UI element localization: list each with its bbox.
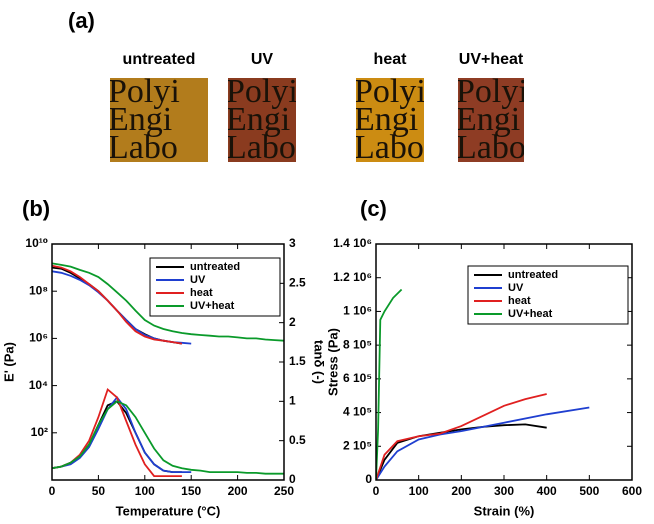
y-tick-label: 6 10⁵ [343, 371, 372, 385]
y-tick-label: 8 10⁵ [343, 337, 372, 351]
x-tick-label: 100 [135, 484, 155, 498]
figure: (a) untreated PolyiEngiLabo UV PolyiEngiLab… [0, 0, 654, 524]
x-tick-label: 600 [622, 484, 642, 498]
series-line [376, 408, 589, 481]
photo-text: Labo [226, 129, 296, 166]
y-tick-label: 10¹⁰ [25, 236, 48, 250]
y-tick-label: 1.4 10⁶ [333, 236, 372, 250]
sample-label: UV [251, 51, 274, 68]
y2-tick-label: 2.5 [289, 276, 306, 290]
y-tick-label: 1 10⁶ [343, 304, 372, 318]
y-tick-label: 10⁸ [29, 283, 48, 297]
series-line [376, 394, 547, 480]
sample-label: heat [374, 51, 408, 68]
x-tick-label: 0 [373, 484, 380, 498]
series-line [52, 401, 284, 473]
legend-label: UV [190, 274, 206, 286]
legend-label: UV [508, 282, 524, 294]
x-axis-label: Temperature (°C) [116, 503, 221, 518]
panel-label: (c) [360, 196, 387, 221]
y2-tick-label: 1 [289, 394, 296, 408]
y-tick-label: 2 10⁵ [343, 438, 372, 452]
x-tick-label: 250 [274, 484, 294, 498]
x-tick-label: 200 [228, 484, 248, 498]
x-axis-label: Strain (%) [474, 503, 535, 518]
panel-label: (a) [68, 8, 95, 33]
x-tick-label: 400 [537, 484, 557, 498]
y-tick-label: 10² [31, 425, 48, 439]
x-tick-label: 100 [409, 484, 429, 498]
y2-tick-label: 3 [289, 236, 296, 250]
y-tick-label: 10⁴ [29, 378, 48, 392]
legend-label: UV+heat [508, 308, 553, 320]
y2-tick-label: 2 [289, 315, 296, 329]
legend-label: untreated [190, 261, 240, 273]
legend-label: heat [508, 295, 531, 307]
sample-label: UV+heat [459, 51, 524, 68]
x-tick-label: 200 [451, 484, 471, 498]
y-axis-label: E' (Pa) [1, 342, 16, 382]
legend-label: heat [190, 287, 213, 299]
photo-text: Labo [354, 129, 424, 166]
x-tick-label: 150 [181, 484, 201, 498]
x-tick-label: 50 [92, 484, 106, 498]
x-tick-label: 300 [494, 484, 514, 498]
x-tick-label: 500 [579, 484, 599, 498]
y2-tick-label: 0 [289, 472, 296, 486]
y2-tick-label: 0.5 [289, 433, 306, 447]
legend-label: untreated [508, 269, 558, 281]
legend-label: UV+heat [190, 300, 235, 312]
series-line [376, 424, 547, 480]
y2-tick-label: 1.5 [289, 354, 306, 368]
photo-text: Labo [108, 129, 178, 166]
y-axis-label: Stress (Pa) [325, 328, 340, 396]
y-tick-label: 10⁶ [29, 331, 48, 345]
y-tick-label: 0 [365, 472, 372, 486]
x-tick-label: 0 [49, 484, 56, 498]
y2-axis-label: tanδ (-) [312, 340, 327, 384]
y-tick-label: 4 10⁵ [343, 405, 372, 419]
panel-label: (b) [22, 196, 50, 221]
photo-text: Labo [456, 129, 526, 166]
y-tick-label: 1.2 10⁶ [333, 270, 372, 284]
sample-label: untreated [123, 51, 196, 68]
